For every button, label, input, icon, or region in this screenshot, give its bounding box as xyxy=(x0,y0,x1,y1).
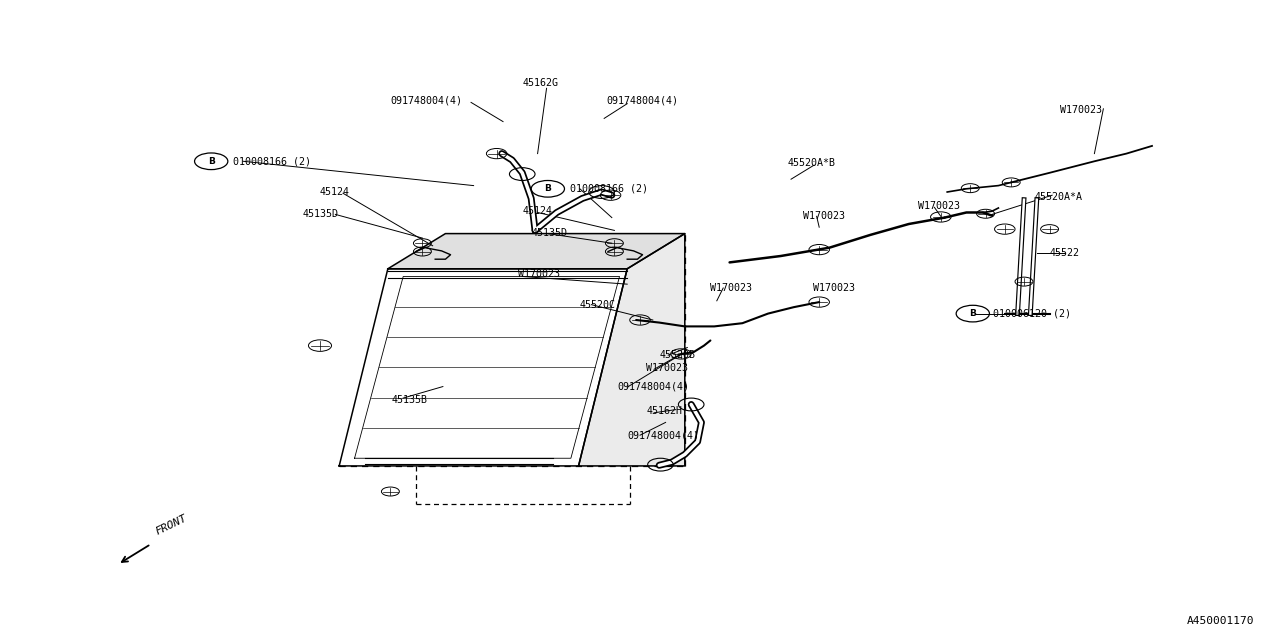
Text: W170023: W170023 xyxy=(918,201,960,211)
Text: 010008166 (2): 010008166 (2) xyxy=(233,156,311,166)
Text: 45135D: 45135D xyxy=(531,228,567,238)
Text: 45520A*A: 45520A*A xyxy=(1034,192,1083,202)
Polygon shape xyxy=(579,234,685,466)
Text: B: B xyxy=(544,184,552,193)
Text: 010006120 (2): 010006120 (2) xyxy=(993,308,1071,319)
Text: 45135B: 45135B xyxy=(392,395,428,405)
Text: 45124: 45124 xyxy=(320,187,349,197)
Text: 45162H: 45162H xyxy=(646,406,682,416)
Text: 091748004(4): 091748004(4) xyxy=(617,381,689,392)
Text: 091748004(4): 091748004(4) xyxy=(627,430,699,440)
Text: 091748004(4): 091748004(4) xyxy=(390,95,462,106)
Text: 45522: 45522 xyxy=(1050,248,1079,258)
Text: 45162G: 45162G xyxy=(522,78,558,88)
Text: W170023: W170023 xyxy=(710,283,753,293)
Text: W170023: W170023 xyxy=(803,211,845,221)
Polygon shape xyxy=(339,269,627,466)
Text: 091748004(4): 091748004(4) xyxy=(607,95,678,106)
Text: W170023: W170023 xyxy=(1060,105,1102,115)
Text: W170023: W170023 xyxy=(646,363,689,373)
Text: B: B xyxy=(207,157,215,166)
Text: A450001170: A450001170 xyxy=(1187,616,1254,626)
Text: W170023: W170023 xyxy=(813,283,855,293)
Polygon shape xyxy=(388,234,685,269)
Text: 45520C: 45520C xyxy=(580,300,616,310)
Text: FRONT: FRONT xyxy=(154,513,188,536)
Text: 45124: 45124 xyxy=(522,206,552,216)
Text: 010008166 (2): 010008166 (2) xyxy=(570,184,648,194)
Text: W170023: W170023 xyxy=(518,269,561,279)
Text: 45520B: 45520B xyxy=(659,350,695,360)
Text: B: B xyxy=(969,309,977,318)
Text: 45520A*B: 45520A*B xyxy=(787,158,836,168)
Text: 45135D: 45135D xyxy=(302,209,338,220)
